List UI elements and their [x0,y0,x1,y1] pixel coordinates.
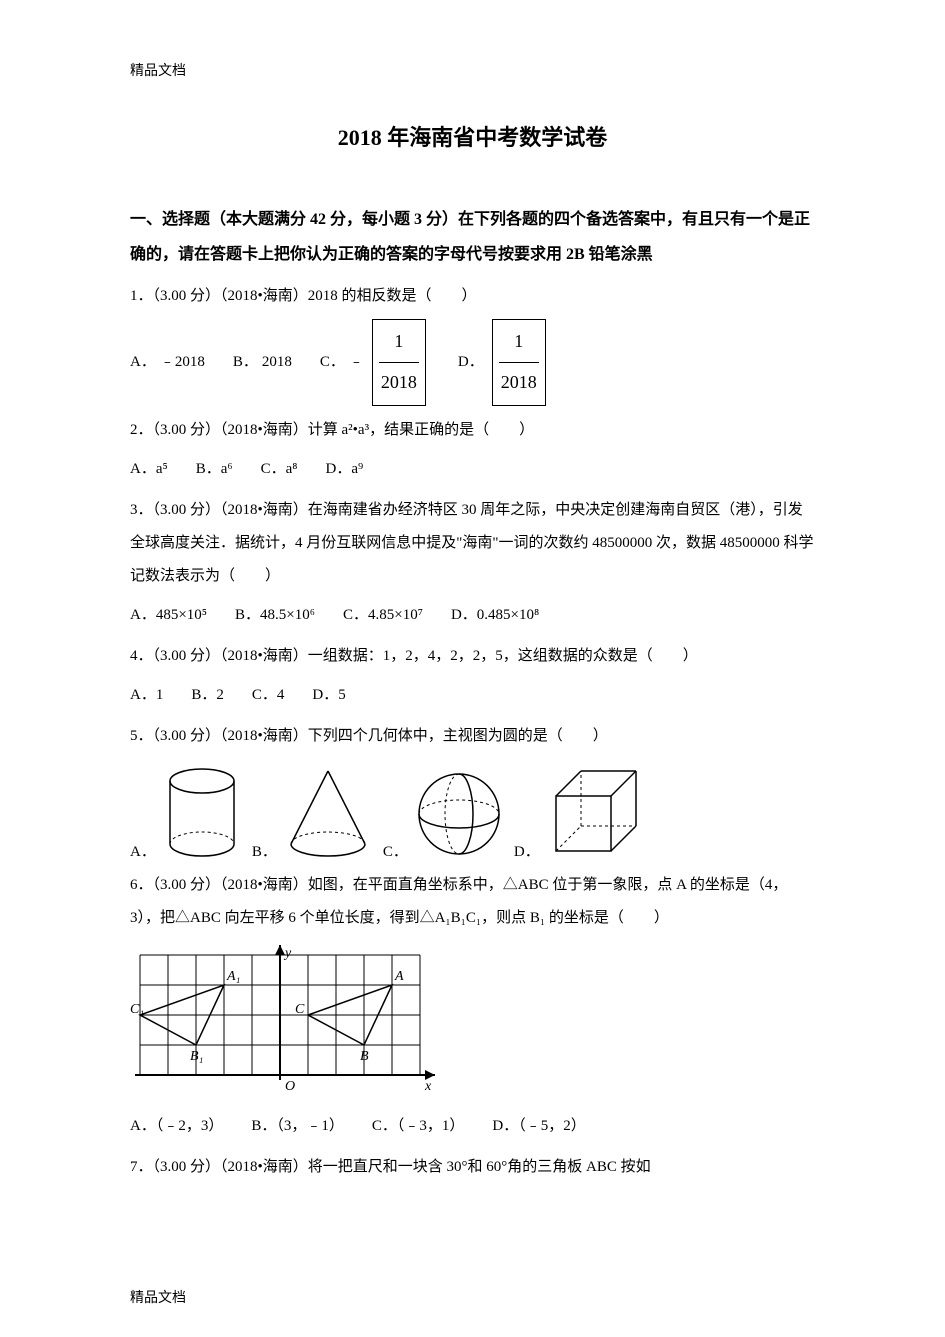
coordinate-grid-icon: A B C A₁ B₁ C₁ O x y [130,945,440,1095]
question-6-text: 6．（3.00 分）（2018•海南）如图，在平面直角坐标系中，△ABC 位于第… [130,869,815,935]
q1-optD-fraction: 1 2018 [492,319,546,405]
svg-text:x: x [424,1079,432,1094]
section-title: 一、选择题（本大题满分 42 分，每小题 3 分）在下列各题的四个备选答案中，有… [130,202,815,272]
q5-shape-a: A． [130,766,242,861]
q5-optD-label: D． [514,840,540,861]
page-title: 2018 年海南省中考数学试卷 [130,120,815,152]
question-1-options: A． ﹣2018 B． 2018 C． ﹣ 1 2018 D． 1 2018 [130,319,815,405]
q1-optC-fraction: 1 2018 [372,319,426,405]
question-2-options: A．a⁵ B．a⁶ C．a⁸ D．a⁹ [130,453,815,486]
cylinder-icon [162,766,242,861]
svg-text:y: y [283,946,292,961]
q1d-frac-den: 2018 [499,363,539,403]
q5-optB-label: B． [252,840,277,861]
q4-option-b: B．2 [191,679,224,712]
q1-frac-den: 2018 [379,363,419,403]
q1-option-c: C． ﹣ 1 2018 [320,319,430,405]
q6-option-c: C．（﹣3，1） [372,1110,465,1143]
q2-option-b: B．a⁶ [196,453,233,486]
q3-option-c: C．4.85×10⁷ [343,599,423,632]
q1-optA-label: A． [130,346,156,379]
footer-label: 精品文档 [130,1287,186,1307]
q1-option-b: B． 2018 [233,346,292,379]
svg-text:A: A [394,969,404,984]
svg-text:B: B [360,1049,369,1064]
q3-option-a: A．485×10⁵ [130,599,207,632]
svg-text:O: O [285,1079,295,1094]
q2-option-a: A．a⁵ [130,453,168,486]
question-2-text: 2．（3.00 分）（2018•海南）计算 a²•a³，结果正确的是（ ） [130,414,815,447]
q1-option-a: A． ﹣2018 [130,346,205,379]
svg-text:B₁: B₁ [190,1049,203,1064]
question-7-text: 7．（3.00 分）（2018•海南）将一把直尺和一块含 30°和 60°角的三… [130,1151,815,1184]
svg-text:C: C [295,1002,305,1017]
q1-optC-label: C． [320,346,345,379]
q3-option-b: B．48.5×10⁶ [235,599,315,632]
q5-optC-label: C． [383,840,408,861]
sphere-icon [414,766,504,861]
question-3-text: 3．（3.00 分）（2018•海南）在海南建省办经济特区 30 周年之际，中央… [130,494,815,593]
q5-shape-b: B． [252,766,373,861]
question-3-options: A．485×10⁵ B．48.5×10⁶ C．4.85×10⁷ D．0.485×… [130,599,815,632]
q2-option-c: C．a⁸ [261,453,298,486]
cone-icon [283,766,373,861]
q1-optA-text: ﹣2018 [160,346,205,379]
q1d-frac-num: 1 [499,322,539,363]
q6-option-a: A．（﹣2，3） [130,1110,223,1143]
q3-option-d: D．0.485×10⁸ [451,599,539,632]
question-5-shapes: A． B． C． D． [130,761,815,861]
question-4-text: 4．（3.00 分）（2018•海南）一组数据：1，2，4，2，2，5，这组数据… [130,640,815,673]
svg-text:A₁: A₁ [226,969,240,984]
q4-option-d: D．5 [312,679,345,712]
question-5-text: 5．（3.00 分）（2018•海南）下列四个几何体中，主视图为圆的是（ ） [130,720,815,753]
q6-coordinate-diagram: A B C A₁ B₁ C₁ O x y [130,945,815,1100]
q5-shape-d: D． [514,761,646,861]
q6-option-d: D．（﹣5，2） [492,1110,585,1143]
q1-optB-text: 2018 [262,346,292,379]
question-4-options: A．1 B．2 C．4 D．5 [130,679,815,712]
q5-optA-label: A． [130,840,156,861]
q1-frac-num: 1 [379,322,419,363]
cube-icon [546,761,646,861]
svg-text:C₁: C₁ [130,1002,144,1017]
header-label: 精品文档 [130,60,815,80]
q4-option-c: C．4 [252,679,285,712]
q1-optC-prefix: ﹣ [349,346,364,379]
question-1-text: 1．（3.00 分）（2018•海南）2018 的相反数是（ ） [130,280,815,313]
q1-optB-label: B． [233,346,258,379]
q5-shape-c: C． [383,766,504,861]
q4-option-a: A．1 [130,679,163,712]
q2-option-d: D．a⁹ [326,453,364,486]
q6-option-b: B．（3，﹣1） [251,1110,344,1143]
q1-option-d: D． 1 2018 [458,319,550,405]
q1-optD-label: D． [458,346,484,379]
question-6-options: A．（﹣2，3） B．（3，﹣1） C．（﹣3，1） D．（﹣5，2） [130,1110,815,1143]
